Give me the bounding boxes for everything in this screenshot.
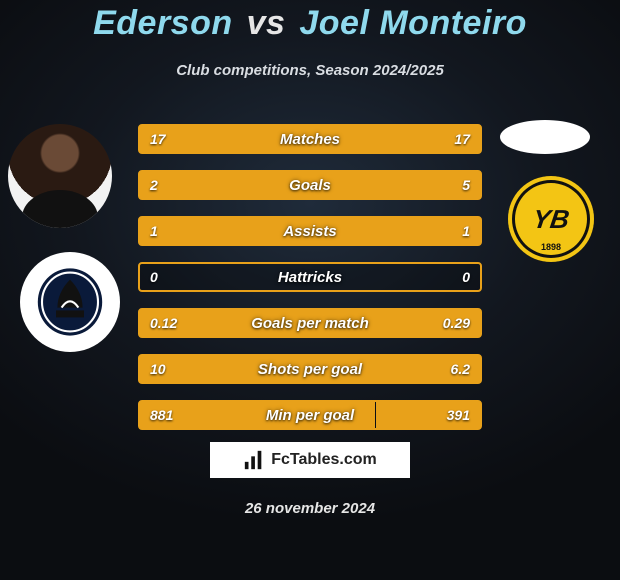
stat-row: 11Assists xyxy=(138,216,482,246)
stat-label: Matches xyxy=(140,126,480,152)
stat-row: 25Goals xyxy=(138,170,482,200)
stat-label: Shots per goal xyxy=(140,356,480,382)
footer-date: 26 november 2024 xyxy=(0,500,620,517)
brand-logo[interactable]: FcTables.com xyxy=(210,442,410,478)
player2-avatar xyxy=(500,120,590,154)
page-title: Ederson vs Joel Monteiro xyxy=(0,4,620,43)
player1-avatar xyxy=(8,124,112,228)
stat-label: Assists xyxy=(140,218,480,244)
stat-label: Goals per match xyxy=(140,310,480,336)
stat-row: 106.2Shots per goal xyxy=(138,354,482,384)
atalanta-icon xyxy=(35,267,105,337)
player2-name: Joel Monteiro xyxy=(299,4,527,42)
stat-label: Min per goal xyxy=(140,402,480,428)
player2-club-badge: YB 1898 xyxy=(508,176,594,262)
stat-row: 00Hattricks xyxy=(138,262,482,292)
stat-label: Hattricks xyxy=(140,264,480,290)
vs-text: vs xyxy=(243,4,290,42)
player1-name: Ederson xyxy=(93,4,233,42)
player1-club-badge xyxy=(20,252,120,352)
stats-rows: 1717Matches 25Goals 11Assists 00Hattricks 0.… xyxy=(138,124,482,446)
young-boys-icon: YB xyxy=(531,204,571,235)
brand-text: FcTables.com xyxy=(271,451,377,469)
stat-row: 0.120.29Goals per match xyxy=(138,308,482,338)
stat-label: Goals xyxy=(140,172,480,198)
stat-row: 881391Min per goal xyxy=(138,400,482,430)
stat-row: 1717Matches xyxy=(138,124,482,154)
club-right-year: 1898 xyxy=(541,242,561,252)
subtitle: Club competitions, Season 2024/2025 xyxy=(0,62,620,79)
bars-icon xyxy=(243,449,265,471)
